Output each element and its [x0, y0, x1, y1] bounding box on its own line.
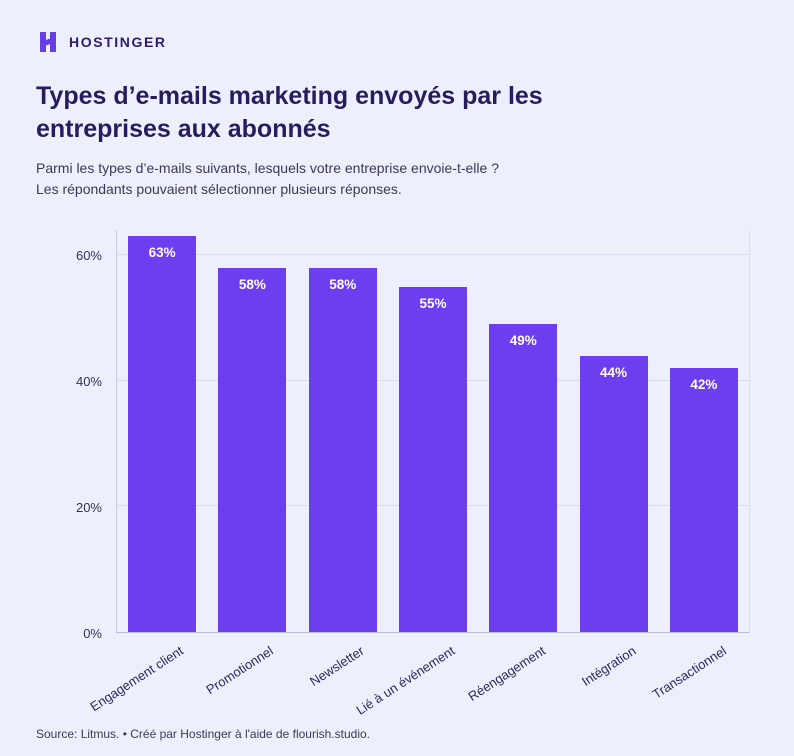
bar: 49% — [489, 324, 558, 632]
x-axis-label: Engagement client — [86, 643, 186, 715]
bar: 58% — [308, 267, 377, 632]
x-label-column: Réengagement — [465, 633, 569, 723]
y-tick-label: 20% — [75, 500, 102, 516]
x-axis-labels: Engagement client Promotionnel Newsletter L… — [87, 633, 750, 723]
chart-subtitle: Parmi les types d’e-mails suivants, lesq… — [36, 158, 758, 200]
bar: 58% — [218, 267, 287, 632]
bar-column: 58% — [298, 230, 388, 632]
bar-value-label: 55% — [419, 295, 447, 311]
x-axis-label: Intégration — [578, 643, 639, 690]
gridline — [117, 254, 749, 256]
bar-value-label: 63% — [148, 245, 176, 261]
subtitle-line-2: Les répondants pouvaient sélectionner pl… — [36, 181, 402, 197]
bar-column: 63% — [117, 230, 207, 632]
bar-value-label: 58% — [238, 276, 266, 292]
x-label-column: Engagement client — [87, 633, 207, 723]
y-tick-label: 0% — [83, 626, 102, 641]
x-axis-label: Promotionnel — [203, 643, 277, 698]
chart-title: Types d’e-mails marketing envoyés par le… — [36, 82, 543, 143]
brand-logo: HOSTINGER — [0, 0, 794, 54]
bar-column: 49% — [478, 230, 568, 632]
x-label-column: Intégration — [569, 633, 660, 723]
bar: 55% — [398, 286, 467, 632]
x-label-column: Lié à un événement — [353, 633, 479, 723]
subtitle-line-1: Parmi les types d’e-mails suivants, lesq… — [36, 160, 499, 176]
x-axis-label: Réengagement — [465, 643, 548, 705]
bar-column: 44% — [568, 230, 658, 632]
bar-column: 42% — [659, 230, 749, 632]
plot-area: 63% 58% 58% 55% 49% 44% 42% — [116, 230, 750, 633]
bar-value-label: 58% — [329, 276, 357, 292]
source-attribution: Source: Litmus. • Créé par Hostinger à l… — [36, 727, 370, 741]
bar: 44% — [579, 355, 648, 632]
bar-column: 55% — [388, 230, 478, 632]
y-axis: 0% 20% 40% 60% — [36, 230, 116, 641]
x-label-column: Promotionnel — [203, 633, 298, 723]
y-tick-label: 60% — [75, 248, 102, 264]
hostinger-logo-icon — [36, 30, 60, 54]
bar-chart: 0% 20% 40% 60% 63% 58% 58% 55% 49% 44% 42% — [36, 230, 750, 641]
bar-value-label: 44% — [600, 364, 628, 380]
bar-value-label: 49% — [509, 333, 537, 349]
bar-column: 58% — [207, 230, 297, 632]
brand-name: HOSTINGER — [69, 34, 167, 50]
bar: 42% — [669, 368, 738, 632]
x-axis-label: Transactionnel — [649, 643, 729, 702]
x-axis-label: Newsletter — [306, 643, 367, 690]
bars-container: 63% 58% 58% 55% 49% 44% 42% — [117, 230, 749, 632]
y-tick-label: 40% — [75, 374, 102, 390]
x-label-column: Transactionnel — [650, 633, 750, 723]
bar-value-label: 42% — [690, 377, 718, 393]
bar: 63% — [128, 236, 197, 632]
